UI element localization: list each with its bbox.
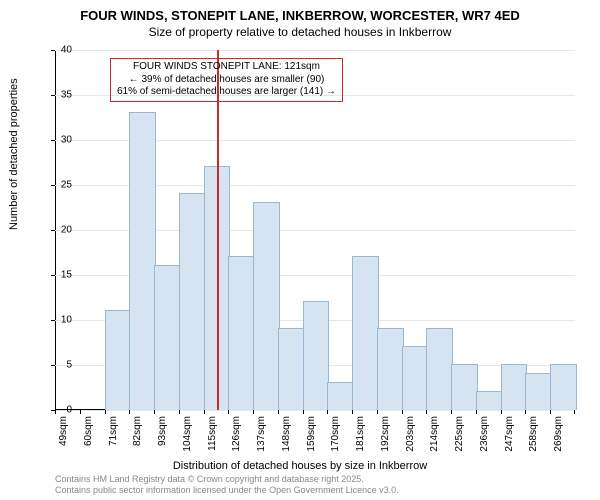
x-tick-label: 159sqm xyxy=(306,416,317,452)
histogram-bar xyxy=(352,256,379,410)
y-tick-label: 5 xyxy=(47,360,72,371)
x-tick-mark xyxy=(574,410,575,414)
x-tick-mark xyxy=(327,410,328,414)
y-tick-label: 25 xyxy=(47,180,72,191)
x-tick-label: 181sqm xyxy=(355,416,366,452)
x-tick-mark xyxy=(129,410,130,414)
annotation-line: FOUR WINDS STONEPIT LANE: 121sqm xyxy=(117,61,336,74)
histogram-bar xyxy=(303,301,330,410)
histogram-bar xyxy=(402,346,429,410)
histogram-bar xyxy=(253,202,280,410)
x-tick-mark xyxy=(451,410,452,414)
x-tick-mark xyxy=(179,410,180,414)
x-tick-label: 60sqm xyxy=(83,416,94,446)
histogram-bar xyxy=(327,382,354,410)
x-tick-mark xyxy=(105,410,106,414)
histogram-bar xyxy=(228,256,255,410)
x-tick-mark xyxy=(253,410,254,414)
x-tick-mark xyxy=(377,410,378,414)
x-tick-label: 214sqm xyxy=(429,416,440,452)
x-tick-mark xyxy=(426,410,427,414)
y-tick-label: 40 xyxy=(47,45,72,56)
x-tick-label: 126sqm xyxy=(231,416,242,452)
histogram-bar xyxy=(278,328,305,410)
x-tick-label: 71sqm xyxy=(108,416,119,446)
x-tick-label: 82sqm xyxy=(132,416,143,446)
x-tick-label: 115sqm xyxy=(207,416,218,451)
x-tick-mark xyxy=(352,410,353,414)
x-tick-mark xyxy=(154,410,155,414)
x-tick-label: 49sqm xyxy=(58,416,69,446)
histogram-bar xyxy=(377,328,404,410)
chart-subtitle: Size of property relative to detached ho… xyxy=(0,23,600,39)
histogram-bar xyxy=(451,364,478,410)
annotation-box: FOUR WINDS STONEPIT LANE: 121sqm← 39% of… xyxy=(110,58,343,102)
x-tick-mark xyxy=(402,410,403,414)
histogram-bar xyxy=(476,391,503,410)
chart-container: FOUR WINDS, STONEPIT LANE, INKBERROW, WO… xyxy=(0,0,600,500)
histogram-bar xyxy=(501,364,528,410)
chart-title: FOUR WINDS, STONEPIT LANE, INKBERROW, WO… xyxy=(0,0,600,23)
x-tick-label: 258sqm xyxy=(528,416,539,452)
y-tick-label: 35 xyxy=(47,90,72,101)
gridline xyxy=(55,410,575,411)
x-tick-mark xyxy=(228,410,229,414)
x-tick-label: 137sqm xyxy=(256,416,267,452)
y-tick-label: 30 xyxy=(47,135,72,146)
footer-attribution: Contains HM Land Registry data © Crown c… xyxy=(55,474,399,496)
histogram-bar xyxy=(129,112,156,410)
x-tick-label: 170sqm xyxy=(330,416,341,452)
x-tick-mark xyxy=(550,410,551,414)
y-tick-label: 20 xyxy=(47,225,72,236)
x-tick-label: 269sqm xyxy=(553,416,564,452)
x-tick-label: 236sqm xyxy=(479,416,490,452)
x-tick-label: 192sqm xyxy=(380,416,391,452)
x-tick-label: 225sqm xyxy=(454,416,465,452)
histogram-bar xyxy=(154,265,181,410)
x-tick-label: 104sqm xyxy=(182,416,193,452)
x-tick-label: 203sqm xyxy=(405,416,416,452)
x-tick-mark xyxy=(525,410,526,414)
annotation-line: ← 39% of detached houses are smaller (90… xyxy=(117,74,336,87)
histogram-bar xyxy=(525,373,552,410)
x-tick-mark xyxy=(303,410,304,414)
x-tick-label: 247sqm xyxy=(504,416,515,452)
plot-area: FOUR WINDS STONEPIT LANE: 121sqm← 39% of… xyxy=(55,50,575,410)
x-tick-label: 93sqm xyxy=(157,416,168,446)
y-tick-label: 15 xyxy=(47,270,72,281)
histogram-bar xyxy=(550,364,577,410)
x-tick-mark xyxy=(80,410,81,414)
x-tick-mark xyxy=(278,410,279,414)
y-axis-label: Number of detached properties xyxy=(8,78,20,230)
y-tick-label: 10 xyxy=(47,315,72,326)
marker-line xyxy=(217,50,219,410)
gridline xyxy=(55,50,575,51)
footer-line1: Contains HM Land Registry data © Crown c… xyxy=(55,474,399,485)
x-axis-label: Distribution of detached houses by size … xyxy=(0,460,600,472)
x-tick-mark xyxy=(476,410,477,414)
y-tick-label: 0 xyxy=(47,405,72,416)
histogram-bar xyxy=(179,193,206,410)
x-tick-label: 148sqm xyxy=(281,416,292,452)
histogram-bar xyxy=(426,328,453,410)
histogram-bar xyxy=(105,310,132,410)
annotation-line: 61% of semi-detached houses are larger (… xyxy=(117,86,336,99)
x-tick-mark xyxy=(501,410,502,414)
footer-line2: Contains public sector information licen… xyxy=(55,485,399,496)
x-tick-mark xyxy=(204,410,205,414)
